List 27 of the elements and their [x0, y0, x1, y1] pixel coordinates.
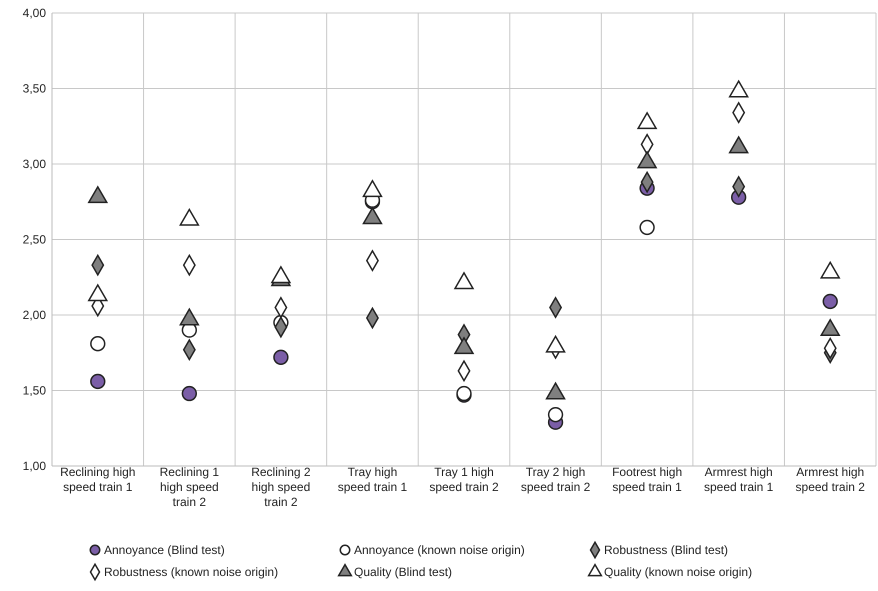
x-tick-label: Reclining high speed train 1: [60, 465, 136, 494]
x-tick-label: Armrest high speed train 2: [796, 465, 866, 494]
y-tick-label: 4,00: [22, 6, 46, 20]
y-tick-label: 1,00: [22, 458, 46, 473]
y-tick-label: 1,50: [22, 383, 46, 398]
point: [822, 294, 838, 310]
legend-label: Quality (known noise origin): [604, 565, 752, 579]
x-tick-label: Reclining 1 high speed train 2: [160, 465, 220, 509]
legend-label: Quality (Blind test): [354, 565, 452, 579]
legend-label: Annoyance (Blind test): [104, 543, 225, 557]
x-tick-label: Tray 2 high speed train 2: [520, 465, 591, 494]
legend-label: Robustness (known noise origin): [104, 565, 278, 579]
y-tick-label: 3,00: [22, 156, 46, 171]
y-tick-label: 2,50: [22, 232, 46, 246]
legend-label: Annoyance (known noise origin): [354, 543, 525, 557]
point: [273, 350, 289, 365]
legend-label: Robustness (Blind test): [604, 543, 728, 557]
point: [182, 386, 197, 402]
y-tick-label: 2,00: [22, 308, 46, 322]
x-tick-label: Footrest high speed train 1: [612, 465, 682, 494]
point: [548, 407, 564, 422]
x-tick-label: Armrest high speed train 1: [704, 465, 774, 494]
x-tick-label: Tray 1 high speed train 2: [429, 465, 500, 494]
x-tick-label: Tray high speed train 1: [338, 465, 408, 494]
x-tick-label: Reclining 2 high speed train 2: [251, 465, 311, 509]
y-tick-label: 3,50: [22, 81, 46, 96]
point: [90, 374, 106, 390]
